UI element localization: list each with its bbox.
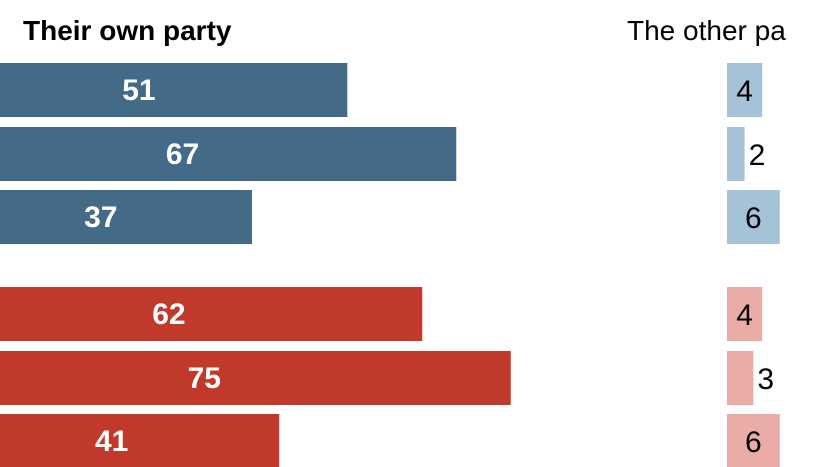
own-party-bar-dem-1 [0, 63, 348, 117]
other-party-bar-rep-3 [727, 414, 780, 467]
other-party-bar-dem-2 [727, 127, 745, 181]
other-party-label-rep-2: 3 [757, 363, 774, 396]
own-party-bar-rep-2 [0, 351, 511, 405]
own-party-label-rep-3: 41 [95, 425, 128, 458]
own-party-bar-rep-3 [0, 414, 280, 467]
other-party-label-dem-3: 6 [745, 202, 762, 235]
own-party-label-dem-1: 51 [122, 74, 155, 107]
panel-title-other-party: The other pa [627, 15, 786, 46]
other-party-bar-rep-2 [727, 351, 754, 405]
other-party-label-rep-1: 4 [736, 299, 753, 332]
own-party-label-dem-2: 67 [166, 138, 199, 171]
own-party-bar-dem-3 [0, 190, 252, 244]
other-party-label-rep-3: 6 [745, 426, 762, 459]
own-party-label-rep-2: 75 [188, 362, 221, 395]
panel-title-own-party: Their own party [23, 15, 232, 46]
other-party-bar-dem-3 [727, 190, 780, 244]
own-party-label-rep-1: 62 [152, 298, 185, 331]
own-party-label-dem-3: 37 [84, 201, 117, 234]
other-party-label-dem-1: 4 [736, 75, 753, 108]
other-party-bar-rep-1 [727, 287, 763, 341]
own-party-bar-dem-2 [0, 127, 457, 181]
other-party-bar-dem-1 [727, 63, 763, 117]
other-party-label-dem-2: 2 [749, 139, 766, 172]
own-party-bar-rep-1 [0, 287, 423, 341]
